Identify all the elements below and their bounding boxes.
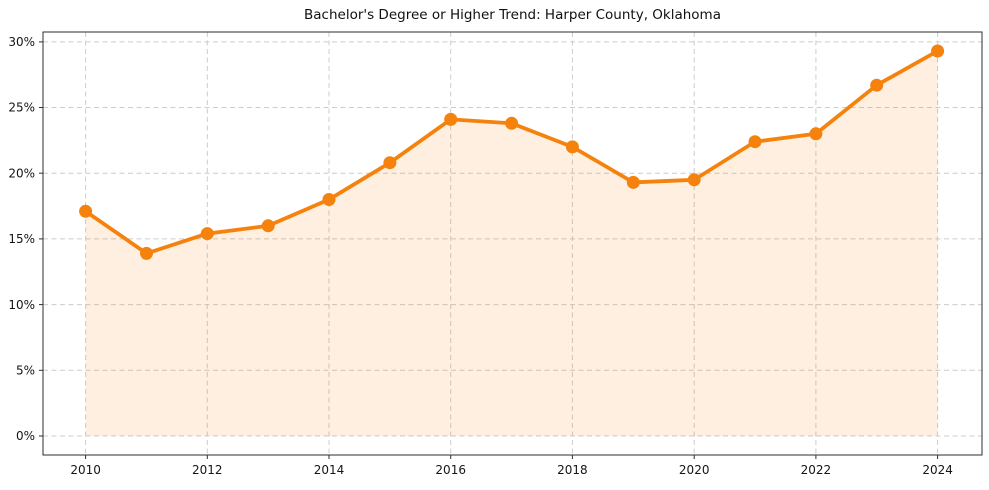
data-point-2013	[261, 219, 275, 233]
y-tick-label: 20%	[8, 166, 35, 180]
data-point-2016	[444, 112, 458, 126]
y-tick-label: 15%	[8, 232, 35, 246]
x-tick-label: 2024	[922, 463, 953, 477]
data-point-2023	[870, 78, 884, 92]
y-tick-label: 25%	[8, 101, 35, 115]
data-point-2015	[383, 156, 397, 170]
y-tick-label: 10%	[8, 298, 35, 312]
data-point-2011	[140, 246, 153, 260]
x-tick-label: 2010	[70, 463, 101, 477]
chart-title: Bachelor's Degree or Higher Trend: Harpe…	[304, 7, 721, 23]
x-tick-label: 2014	[314, 463, 345, 477]
area-fill	[85, 51, 938, 436]
data-point-2010	[79, 204, 93, 218]
data-point-2022	[809, 127, 823, 141]
data-point-2019	[626, 175, 640, 189]
x-tick-label: 2016	[435, 463, 466, 477]
axes-spines	[42, 31, 983, 456]
data-point-2020	[687, 173, 701, 187]
axis-ticks: 0% 5% 10% 15% 20% 25% 30% 2010 2012 2014 2016 2018 2…	[8, 35, 953, 477]
data-point-2024	[931, 44, 945, 58]
x-tick-label: 2018	[557, 463, 588, 477]
x-tick-label: 2022	[801, 463, 832, 477]
data-points	[79, 44, 945, 260]
x-tick-label: 2020	[679, 463, 710, 477]
y-tick-label: 5%	[16, 364, 35, 378]
data-point-2018	[565, 140, 579, 154]
data-point-2012	[200, 227, 214, 241]
data-point-2017	[505, 116, 519, 130]
data-point-2014	[322, 193, 336, 206]
y-tick-label: 30%	[8, 35, 35, 49]
gridlines	[43, 32, 982, 455]
data-point-2021	[748, 135, 762, 149]
x-tick-label: 2012	[192, 463, 223, 477]
y-tick-label: 0%	[16, 429, 35, 443]
